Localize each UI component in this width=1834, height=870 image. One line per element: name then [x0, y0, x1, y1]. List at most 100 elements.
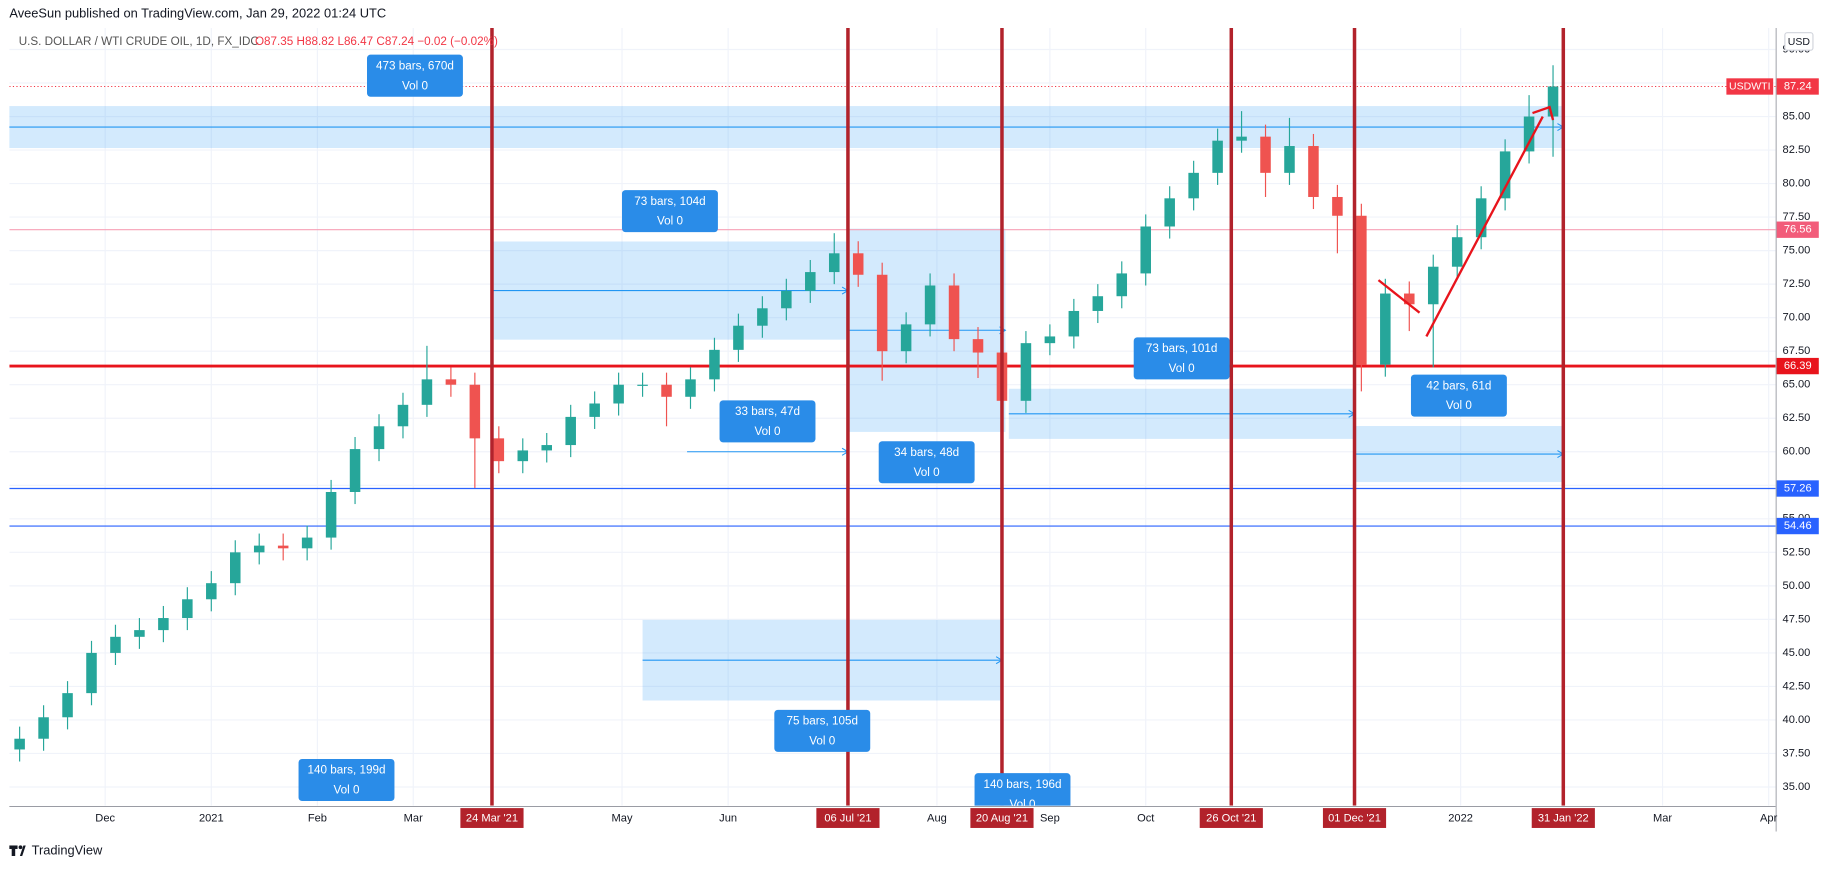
x-tick-label: Mar	[1653, 813, 1672, 825]
candle-body	[229, 552, 241, 584]
candle-body	[110, 636, 121, 653]
range-volume: Vol 0	[809, 734, 835, 747]
range-label: 473 bars, 670d	[376, 59, 454, 72]
date-marker-box	[460, 808, 524, 828]
date-marker-label: 26 Oct '21	[1206, 813, 1256, 825]
candle-body	[1140, 226, 1151, 274]
x-tick-label: Apr	[1760, 813, 1778, 825]
candle-body	[685, 379, 696, 397]
price-label: 57.26	[1784, 482, 1812, 494]
date-marker-box	[970, 808, 1034, 828]
y-tick-label: 80.00	[1783, 178, 1811, 190]
y-tick-label: 67.50	[1783, 345, 1811, 357]
candle-body	[1380, 293, 1391, 365]
candle-body	[253, 545, 265, 553]
candle-body	[86, 652, 97, 694]
x-tick-label: 2021	[199, 813, 224, 825]
y-tick-label: 62.50	[1783, 412, 1811, 424]
candle-body	[1356, 215, 1367, 365]
candle-body	[1164, 198, 1175, 227]
candle-body	[661, 384, 672, 397]
candle-body	[948, 285, 960, 340]
plot-area: 473 bars, 670d Vol 0 73 bars, 104d Vol 0 33 …	[9, 28, 1776, 811]
candle-body	[1116, 273, 1128, 297]
range-label: 73 bars, 104d	[634, 195, 705, 208]
candle-body	[206, 583, 217, 600]
y-tick-label: 77.50	[1783, 211, 1811, 223]
price-label-box	[1776, 221, 1819, 238]
candle-body	[1308, 146, 1319, 197]
candle-body	[1427, 266, 1439, 305]
candle-body	[1260, 136, 1271, 173]
last-price-box	[1776, 78, 1819, 95]
candle-body	[1044, 336, 1056, 344]
date-marker-label: 24 Mar '21	[466, 813, 518, 825]
range-volume: Vol 0	[755, 425, 781, 438]
range-label: 75 bars, 105d	[787, 715, 858, 728]
range-label-box	[774, 709, 871, 752]
range-label: 42 bars, 61d	[1426, 379, 1491, 392]
range-label-box	[719, 400, 816, 443]
date-marker-box	[1322, 808, 1387, 828]
x-tick-label: 2022	[1448, 813, 1473, 825]
range-label: 34 bars, 48d	[894, 446, 959, 459]
candle-body	[900, 324, 912, 352]
candle-body	[876, 274, 888, 352]
y-tick-label: 42.50	[1783, 680, 1811, 692]
candle-body	[972, 339, 984, 353]
currency-box	[1784, 32, 1814, 51]
candle-body	[445, 379, 457, 385]
candle-body	[38, 717, 49, 739]
price-label-box	[1776, 517, 1819, 535]
candle-body	[1068, 310, 1080, 337]
candle-body	[158, 618, 169, 631]
candle-body	[397, 404, 409, 427]
candle-body	[565, 416, 576, 446]
range-volume: Vol 0	[334, 784, 360, 797]
y-tick-label: 82.50	[1783, 144, 1811, 156]
x-tick-label: Mar	[404, 813, 423, 825]
price-label: 66.39	[1784, 360, 1812, 372]
candle-body	[1451, 237, 1463, 267]
range-label: 140 bars, 199d	[308, 764, 386, 777]
date-marker-label: 20 Aug '21	[976, 813, 1028, 825]
candle-body	[277, 545, 289, 549]
date-marker-label: 01 Dec '21	[1328, 813, 1381, 825]
trend-line	[1377, 279, 1421, 314]
candle-body	[421, 379, 433, 405]
candle-body	[1092, 296, 1104, 311]
y-tick-label: 75.00	[1783, 245, 1811, 257]
candle-body	[1332, 196, 1343, 216]
date-marker-label: 31 Jan '22	[1538, 813, 1589, 825]
date-marker-box	[816, 808, 880, 828]
candle-body	[373, 426, 385, 450]
candle-body	[924, 285, 936, 325]
last-price-symbol-box	[1726, 78, 1774, 95]
x-tick-label: Oct	[1137, 813, 1154, 825]
range-volume: Vol 0	[1010, 798, 1036, 811]
candle-body	[1236, 136, 1247, 141]
candle-body	[349, 449, 361, 492]
candle-body	[301, 537, 313, 549]
y-tick-label: 45.00	[1783, 647, 1811, 659]
y-tick-label: 60.00	[1783, 446, 1811, 458]
currency: USD	[1788, 36, 1811, 48]
candle-body	[1523, 116, 1535, 152]
y-tick-label: 72.50	[1783, 278, 1811, 290]
candle-body	[325, 491, 337, 538]
candle-body	[1475, 198, 1487, 238]
trend-line	[1532, 105, 1555, 121]
axes: 35.00 37.50 40.00 42.50 45.00 47.50 50.00 52.50…	[95, 43, 1819, 828]
x-tick-label: Feb	[308, 813, 327, 825]
range-label-box	[298, 758, 395, 801]
candle-body	[781, 290, 792, 309]
quote: O87.35 H88.82 L86.47 C87.24 −0.02 (−0.02…	[255, 35, 498, 48]
range-volume: Vol 0	[914, 466, 940, 479]
x-tick-label: May	[612, 813, 633, 825]
range-label-box	[974, 773, 1071, 806]
candle-body	[1547, 86, 1559, 117]
range-label: 140 bars, 196d	[984, 778, 1062, 791]
candle-body	[1188, 172, 1199, 199]
candle-body	[733, 325, 744, 350]
